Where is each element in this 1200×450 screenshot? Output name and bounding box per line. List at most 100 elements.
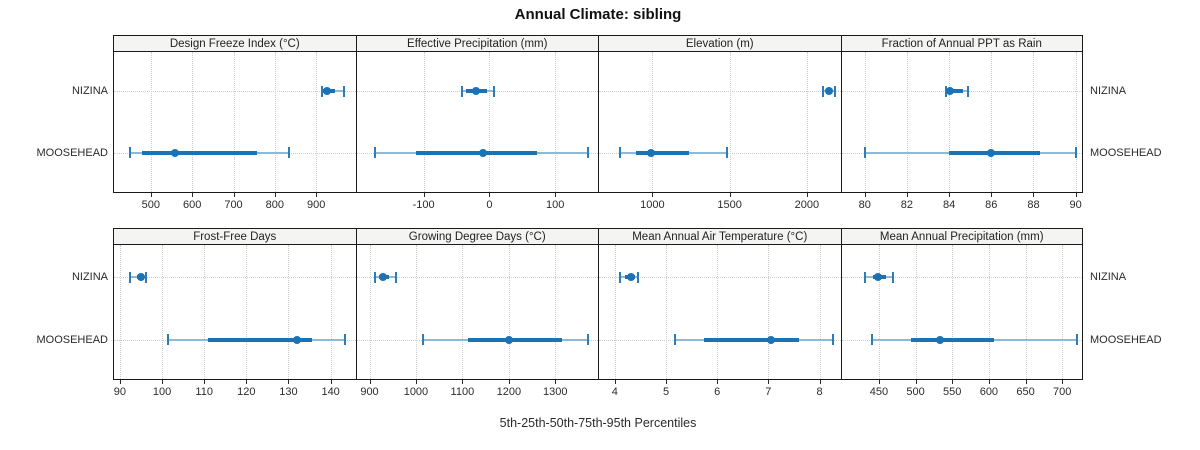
x-axis-tick bbox=[717, 380, 719, 384]
gridline-horizontal bbox=[599, 91, 841, 93]
site-label-right-nizina: NIZINA bbox=[1090, 271, 1127, 284]
median-dot-nizina bbox=[136, 273, 145, 282]
x-axis-tick bbox=[508, 380, 510, 384]
x-axis-tick bbox=[423, 193, 425, 197]
gridline-vertical bbox=[819, 245, 821, 379]
x-axis-tick-label: 1500 bbox=[717, 199, 742, 211]
gridline-vertical bbox=[1025, 245, 1027, 379]
cap-5th-percentile bbox=[374, 271, 377, 283]
x-axis-tick bbox=[204, 380, 206, 384]
gridline-vertical bbox=[768, 245, 770, 379]
gridline-horizontal bbox=[114, 277, 356, 279]
x-axis-tick bbox=[415, 380, 417, 384]
x-axis-tick bbox=[906, 193, 908, 197]
panel-plot-area: 1000 1500 2000 bbox=[599, 52, 841, 211]
interquartile-bar-25th-75th bbox=[467, 337, 562, 342]
x-axis-tick-label: 600 bbox=[182, 199, 202, 211]
x-axis-tick bbox=[878, 380, 880, 384]
median-dot-moosehead bbox=[766, 335, 775, 344]
gridline-horizontal bbox=[356, 277, 598, 279]
x-axis-tick bbox=[192, 193, 194, 197]
panel-elevation-m: Elevation (m) 1000 1500 2000 bbox=[598, 35, 841, 211]
x-axis-tick-label: 90 bbox=[113, 386, 127, 398]
x-axis-tick-label: 7 bbox=[765, 386, 772, 398]
cap-95th-percentile bbox=[344, 334, 347, 345]
x-axis-tick bbox=[489, 193, 491, 197]
gridline-vertical bbox=[204, 245, 206, 379]
cap-95th-percentile bbox=[394, 271, 397, 283]
x-axis-tick bbox=[1025, 380, 1027, 384]
median-dot-moosehead bbox=[646, 148, 655, 157]
median-dot-nizina bbox=[874, 273, 883, 282]
median-dot-nizina bbox=[322, 87, 331, 96]
panel-design-freeze-index-c: Design Freeze Index (°C) 500 600 700 800 900 bbox=[113, 35, 356, 211]
panel-header: Fraction of Annual PPT as Rain bbox=[841, 35, 1082, 52]
gridline-vertical bbox=[952, 245, 954, 379]
gridline-vertical bbox=[915, 245, 917, 379]
panel-header: Growing Degree Days (°C) bbox=[356, 228, 598, 245]
cap-5th-percentile bbox=[673, 334, 676, 345]
site-label-left-moosehead: MOOSEHEAD bbox=[36, 333, 108, 346]
gridline-vertical bbox=[489, 52, 491, 192]
cap-5th-percentile bbox=[618, 147, 621, 159]
x-axis-tick-label: -100 bbox=[412, 199, 435, 211]
cap-95th-percentile bbox=[967, 85, 970, 97]
median-dot-nizina bbox=[378, 273, 387, 282]
x-axis-tick-label: 2000 bbox=[794, 199, 820, 211]
x-axis-tick-label: 6 bbox=[714, 386, 721, 398]
site-label-right-nizina: NIZINA bbox=[1090, 85, 1127, 98]
cap-95th-percentile bbox=[636, 271, 639, 283]
gridline-vertical bbox=[330, 245, 332, 379]
x-axis-tick-label: 900 bbox=[360, 386, 379, 398]
x-axis-tick-label: 1300 bbox=[543, 386, 568, 398]
x-axis-tick-label: 900 bbox=[307, 199, 326, 211]
panel-effective-precipitation-mm: Effective Precipitation (mm) -100 0 100 bbox=[355, 35, 598, 211]
panel-mean-annual-air-temperature-c: Mean Annual Air Temperature (°C) 4 5 6 7 8 bbox=[598, 228, 841, 398]
x-axis-tick-label: 86 bbox=[985, 199, 998, 211]
x-axis-tick-label: 88 bbox=[1027, 199, 1040, 211]
median-dot-nizina bbox=[946, 87, 955, 96]
gridline-vertical bbox=[806, 52, 808, 192]
x-axis-tick-label: 550 bbox=[943, 386, 962, 398]
median-dot-nizina bbox=[471, 87, 480, 96]
gridline-vertical bbox=[555, 52, 557, 192]
gridline-vertical bbox=[462, 245, 464, 379]
cap-95th-percentile bbox=[834, 85, 837, 97]
interquartile-bar-25th-75th bbox=[635, 150, 689, 155]
x-axis-tick-label: 500 bbox=[141, 199, 160, 211]
cap-95th-percentile bbox=[891, 271, 894, 283]
gridline-vertical bbox=[666, 245, 668, 379]
panel-row-top: Design Freeze Index (°C) 500 600 700 800 900 E… bbox=[113, 35, 1083, 211]
x-axis-tick bbox=[288, 380, 290, 384]
x-axis-tick bbox=[915, 380, 917, 384]
cap-5th-percentile bbox=[321, 85, 324, 97]
x-axis-tick bbox=[162, 380, 164, 384]
cap-5th-percentile bbox=[618, 271, 621, 283]
gridline-vertical bbox=[162, 245, 164, 379]
panel-header: Mean Annual Precipitation (mm) bbox=[841, 228, 1082, 245]
median-dot-moosehead bbox=[292, 335, 301, 344]
panel-header: Elevation (m) bbox=[599, 35, 841, 52]
x-axis-tick bbox=[555, 193, 557, 197]
gridline-vertical bbox=[274, 52, 276, 192]
x-axis-tick bbox=[806, 193, 808, 197]
x-axis-tick-label: 100 bbox=[152, 386, 172, 398]
median-dot-moosehead bbox=[935, 335, 944, 344]
site-label-left-nizina: NIZINA bbox=[71, 271, 108, 284]
site-label-left-moosehead: MOOSEHEAD bbox=[36, 146, 108, 159]
x-axis-tick-label: 700 bbox=[1053, 386, 1072, 398]
cap-95th-percentile bbox=[145, 271, 148, 283]
gridline-vertical bbox=[508, 245, 510, 379]
x-axis-tick bbox=[614, 380, 616, 384]
gridline-horizontal bbox=[599, 277, 841, 279]
x-axis-tick bbox=[1033, 193, 1035, 197]
panel-plot-area: 900 1000 1100 1200 1300 bbox=[356, 245, 598, 398]
panel-plot-area: 90 100 110 120 130 140 bbox=[114, 245, 356, 398]
x-axis-tick-label: 140 bbox=[321, 386, 340, 398]
cap-5th-percentile bbox=[167, 334, 170, 345]
gridline-vertical bbox=[949, 52, 951, 192]
x-axis-tick-label: 0 bbox=[486, 199, 493, 211]
panel-mean-annual-precipitation-mm: Mean Annual Precipitation (mm) 450 500 550 6… bbox=[840, 228, 1083, 398]
x-axis-tick-label: 450 bbox=[869, 386, 889, 398]
x-axis-tick-label: 82 bbox=[900, 199, 914, 211]
